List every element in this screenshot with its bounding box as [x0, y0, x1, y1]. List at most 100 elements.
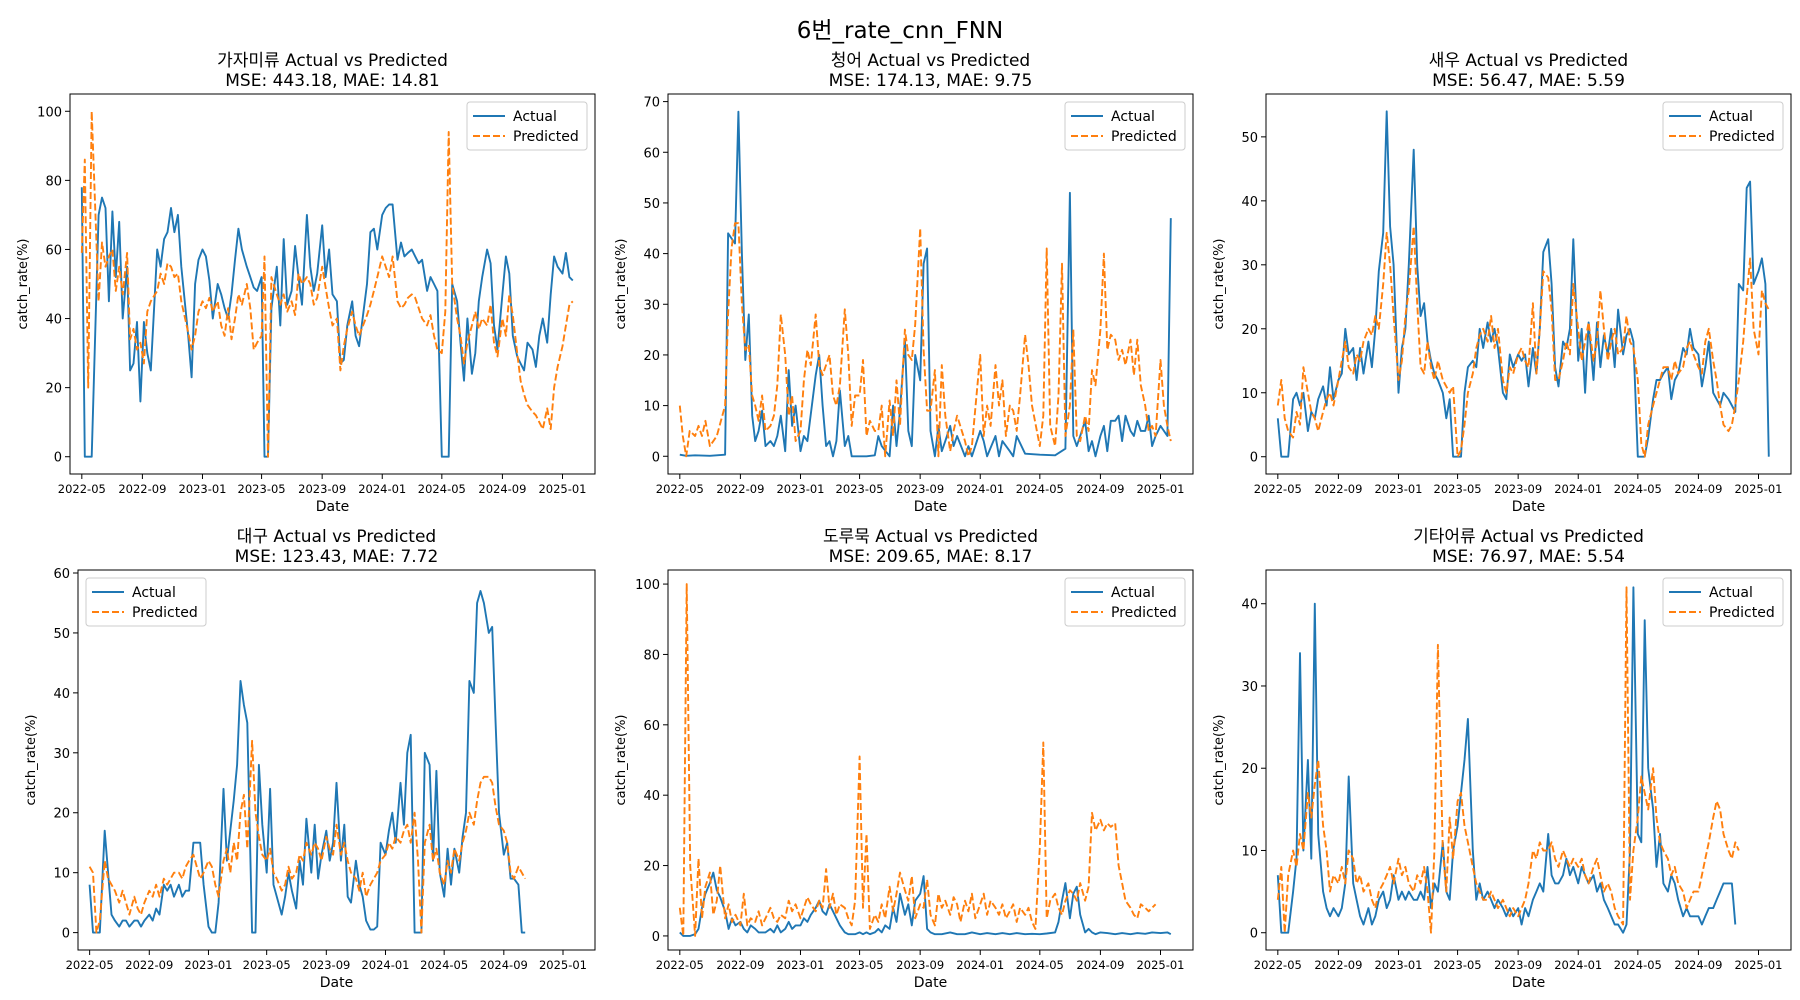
- x-tick-label: 2024-01: [1554, 958, 1602, 972]
- series-line-predicted: [80, 110, 574, 458]
- x-tick-label: 2023-09: [1494, 482, 1542, 496]
- y-tick-label: 20: [45, 382, 62, 397]
- y-tick-label: 0: [652, 930, 660, 945]
- chart-subtitle: MSE: 174.13, MAE: 9.75: [829, 71, 1033, 91]
- x-tick-label: 2025-01: [1734, 958, 1782, 972]
- x-tick-label: 2022-09: [118, 482, 166, 496]
- legend: Actual Predicted: [1662, 577, 1784, 627]
- chart-subtitle: MSE: 209.65, MAE: 8.17: [829, 547, 1033, 567]
- x-tick-label: 2024-09: [1674, 958, 1722, 972]
- y-tick-label: 80: [643, 648, 660, 663]
- chart-title: 새우 Actual vs Predicted: [1429, 51, 1628, 71]
- y-tick-label: 40: [643, 789, 660, 804]
- chart-subtitle: MSE: 76.97, MAE: 5.54: [1432, 547, 1625, 567]
- y-tick-label: 10: [1241, 387, 1258, 402]
- y-tick-label: 40: [53, 687, 70, 702]
- x-tick-label: 2022-05: [1254, 482, 1302, 496]
- legend-label-predicted: Predicted: [1709, 605, 1775, 621]
- x-tick-label: 2024-01: [361, 958, 409, 972]
- y-tick-label: 20: [1241, 762, 1258, 777]
- y-axis-label: catch_rate(%): [1212, 239, 1227, 330]
- axes-frame: [667, 569, 1194, 951]
- x-tick-label: 2024-01: [358, 482, 406, 496]
- series-line-predicted: [1276, 225, 1770, 458]
- x-tick-label: 2023-09: [298, 482, 346, 496]
- x-tick-label: 2023-05: [836, 958, 884, 972]
- x-tick-label: 2023-09: [896, 958, 944, 972]
- x-tick-label: 2024-09: [1674, 482, 1722, 496]
- series-line-actual: [679, 110, 1172, 458]
- x-tick-label: 2024-09: [1076, 482, 1124, 496]
- x-tick-label: 2024-05: [1614, 958, 1662, 972]
- series-line-actual: [88, 590, 526, 934]
- series-line-predicted: [1276, 586, 1740, 934]
- y-tick-label: 40: [45, 313, 62, 328]
- legend-box: [1662, 101, 1784, 151]
- x-tick-label: 2023-01: [776, 958, 824, 972]
- y-tick-label: 100: [37, 105, 62, 120]
- y-axis-label: catch_rate(%): [1212, 715, 1227, 806]
- legend-box: [1064, 101, 1186, 151]
- y-tick-label: 70: [643, 96, 660, 111]
- x-tick-label: 2023-09: [302, 958, 350, 972]
- y-tick-label: 50: [1241, 131, 1258, 146]
- chart-title: 가자미류 Actual vs Predicted: [217, 51, 448, 71]
- y-tick-label: 60: [643, 719, 660, 734]
- y-tick-label: 10: [53, 867, 70, 882]
- legend: Actual Predicted: [1064, 577, 1186, 627]
- figure-suptitle: 6번_rate_cnn_FNN: [797, 18, 1003, 44]
- y-tick-label: 0: [62, 927, 70, 942]
- x-tick-label: 2022-05: [656, 482, 704, 496]
- x-tick-label: 2023-05: [1434, 482, 1482, 496]
- x-axis-label: Date: [914, 499, 947, 515]
- x-tick-label: 2023-09: [1494, 958, 1542, 972]
- x-tick-label: 2024-01: [956, 958, 1004, 972]
- x-tick-label: 2022-09: [125, 958, 173, 972]
- legend: Actual Predicted: [1662, 101, 1784, 151]
- x-tick-label: 2023-01: [178, 482, 226, 496]
- x-tick-label: 2025-01: [1734, 482, 1782, 496]
- legend-label-predicted: Predicted: [132, 605, 198, 621]
- legend-label-actual: Actual: [513, 109, 557, 125]
- chart-subtitle: MSE: 123.43, MAE: 7.72: [235, 547, 439, 567]
- series-line-predicted: [678, 222, 1172, 458]
- x-tick-label: 2023-01: [1374, 958, 1422, 972]
- x-tick-label: 2023-05: [836, 482, 884, 496]
- x-tick-label: 2024-05: [418, 482, 466, 496]
- x-tick-label: 2023-05: [238, 482, 286, 496]
- x-tick-label: 2024-05: [1016, 958, 1064, 972]
- y-tick-label: 30: [1241, 259, 1258, 274]
- chart-subtitle: MSE: 443.18, MAE: 14.81: [225, 71, 439, 91]
- x-tick-label: 2022-09: [1314, 482, 1362, 496]
- legend-label-predicted: Predicted: [1111, 605, 1177, 621]
- x-tick-label: 2022-05: [656, 958, 704, 972]
- y-tick-label: 30: [1241, 680, 1258, 695]
- x-axis-label: Date: [1512, 975, 1545, 991]
- legend-label-actual: Actual: [132, 585, 176, 601]
- x-tick-label: 2022-09: [716, 482, 764, 496]
- x-tick-label: 2022-09: [716, 958, 764, 972]
- chart-title: 도루묵 Actual vs Predicted: [823, 527, 1038, 547]
- legend-label-predicted: Predicted: [513, 129, 579, 145]
- x-tick-label: 2025-01: [1136, 958, 1184, 972]
- x-tick-label: 2025-01: [538, 482, 586, 496]
- legend-box: [1662, 577, 1784, 627]
- x-axis-label: Date: [914, 975, 947, 991]
- legend-label-actual: Actual: [1709, 109, 1753, 125]
- x-tick-label: 2024-09: [478, 482, 526, 496]
- y-tick-label: 20: [53, 807, 70, 822]
- y-tick-label: 0: [1250, 451, 1258, 466]
- legend-label-actual: Actual: [1709, 585, 1753, 601]
- legend-label-predicted: Predicted: [1709, 129, 1775, 145]
- chart-title: 청어 Actual vs Predicted: [831, 51, 1030, 71]
- x-tick-label: 2022-05: [58, 482, 106, 496]
- y-axis-label: catch_rate(%): [24, 715, 39, 806]
- y-tick-label: 30: [643, 298, 660, 313]
- axes-frame: [667, 93, 1194, 475]
- legend-label-actual: Actual: [1111, 585, 1155, 601]
- y-tick-label: 20: [643, 349, 660, 364]
